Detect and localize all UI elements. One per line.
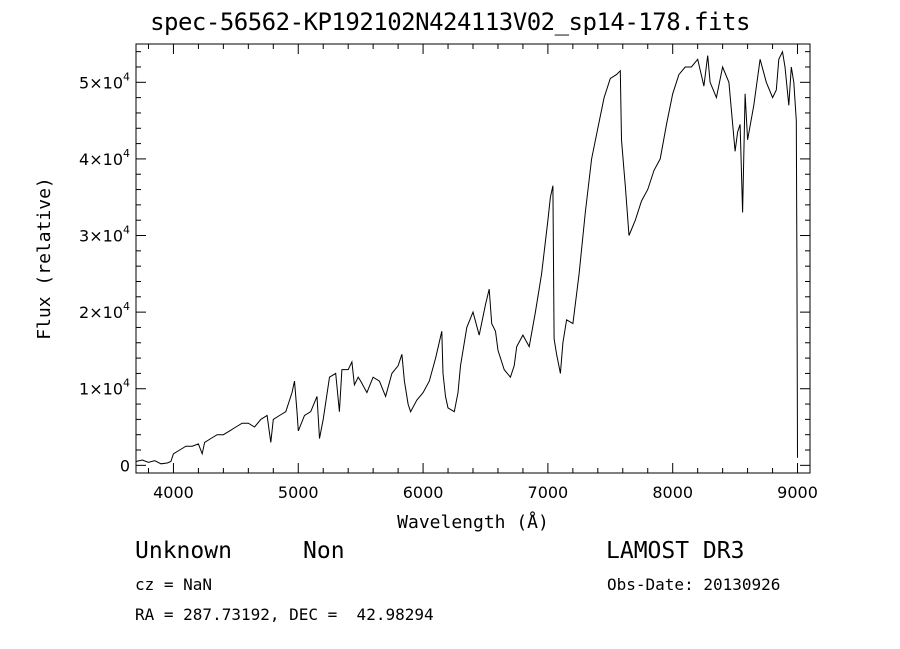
x-tick-label: 5000 [278, 483, 319, 502]
y-tick-label: 1×104 [79, 377, 130, 399]
object-subclass: Non [303, 538, 345, 564]
y-tick-label: 2×104 [79, 300, 130, 322]
x-tick-label: 9000 [777, 483, 818, 502]
y-tick-labels: 0 1×104 2×104 3×104 4×104 5×104 [79, 70, 130, 475]
obs-date: Obs-Date: 20130926 [607, 575, 781, 594]
y-tick-label: 3×104 [79, 224, 130, 246]
x-tick-label: 8000 [652, 483, 693, 502]
redshift-cz: cz = NaN [135, 575, 213, 594]
plot-frame [135, 43, 811, 474]
x-tick-labels: 4000 5000 6000 7000 8000 9000 [153, 483, 818, 502]
spectrum-line [135, 50, 798, 465]
x-tick-label: 7000 [528, 483, 569, 502]
object-class: Unknown [135, 538, 232, 564]
axis-ticks [136, 44, 810, 473]
ra-dec: RA = 287.73192, DEC = 42.98294 [135, 605, 434, 624]
y-tick-label: 0 [120, 456, 130, 475]
y-axis-label: Flux (relative) [34, 177, 55, 340]
y-tick-label: 4×104 [79, 147, 130, 169]
y-tick-label: 5×104 [79, 70, 130, 92]
x-tick-label: 6000 [403, 483, 444, 502]
survey-name: LAMOST DR3 [606, 538, 745, 564]
x-tick-label: 4000 [153, 483, 194, 502]
chart-title: spec-56562-KP192102N424113V02_sp14-178.f… [150, 8, 750, 36]
x-axis-label: Wavelength (Å) [397, 511, 549, 533]
